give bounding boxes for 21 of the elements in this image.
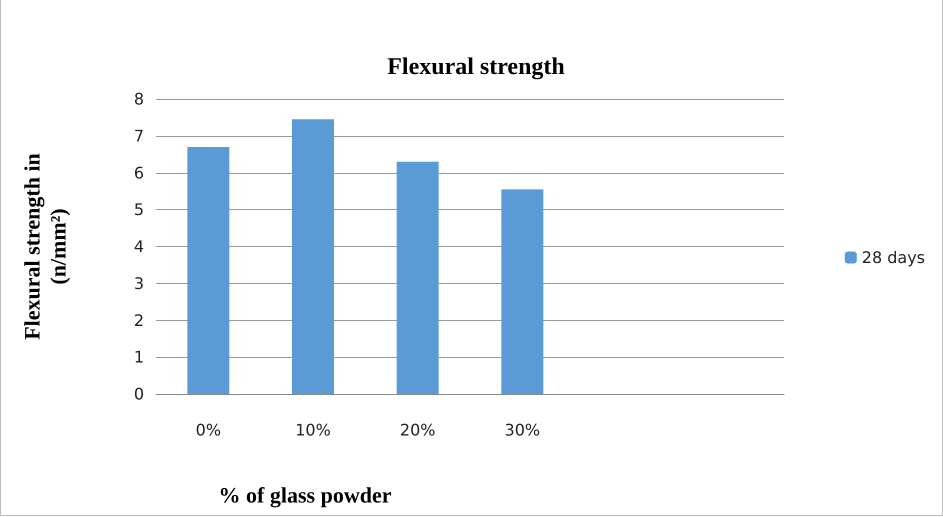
y-tick-label: 1 (134, 348, 144, 367)
y-tick-label: 4 (134, 237, 144, 256)
chart-title: Flexural strength (387, 54, 565, 80)
y-tick-label: 5 (134, 200, 144, 220)
x-tick-label: 30% (504, 420, 540, 440)
y-axis-title: Flexural strength in (n/mm²) (20, 153, 70, 340)
x-tick-label: 10% (295, 420, 331, 440)
y-tick-label: 2 (134, 310, 144, 330)
legend-label: 28 days (862, 248, 926, 267)
bar (396, 162, 439, 394)
x-axis-title: % of glass powder (218, 482, 392, 508)
x-tick-label: 20% (400, 420, 436, 440)
y-tick-label: 7 (134, 126, 144, 146)
bar (501, 189, 544, 394)
bar (187, 146, 230, 394)
y-tick-label: 0 (134, 384, 144, 404)
y-tick-label: 3 (134, 274, 144, 293)
y-tick-label: 8 (134, 90, 144, 108)
x-tick-label: 0% (196, 420, 222, 440)
y-tick-label: 6 (134, 163, 144, 182)
bar (292, 119, 334, 394)
